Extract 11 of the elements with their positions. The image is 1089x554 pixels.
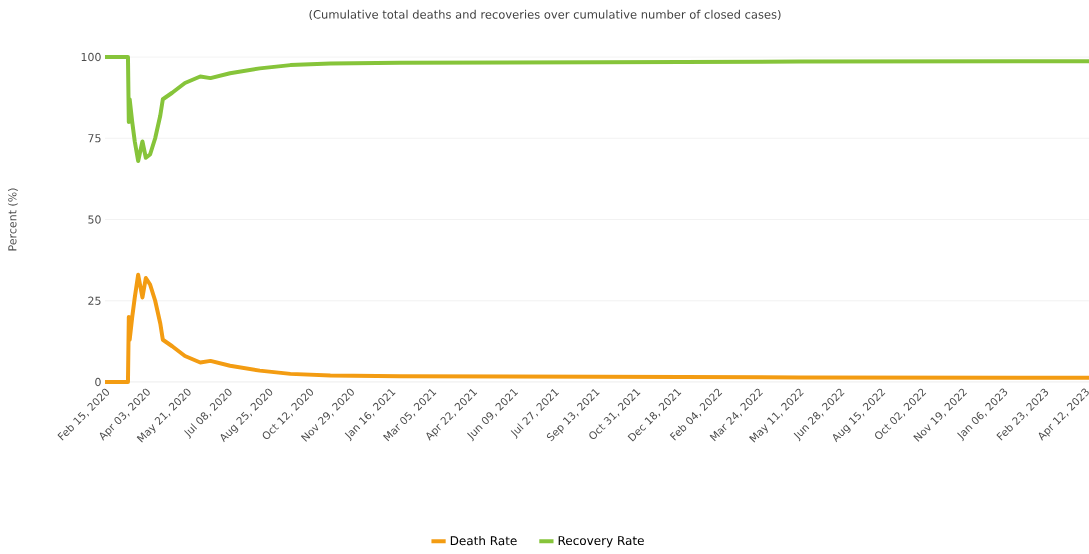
y-tick-label: 50 [88,215,101,224]
y-tick-label: 0 [95,377,101,387]
chart-title: (Cumulative total deaths and recoveries over cumulative number of closed cases) [309,9,781,21]
legend-label: Death Rate [450,535,517,546]
y-axis-title: Percent (%) [8,188,18,251]
y-tick-label: 75 [88,134,101,143]
y-tick-label: 25 [88,296,101,305]
y-tick-label: 100 [81,52,101,62]
legend-label: Recovery Rate [558,536,644,548]
line-series [103,54,1089,163]
line-series [103,272,1089,384]
